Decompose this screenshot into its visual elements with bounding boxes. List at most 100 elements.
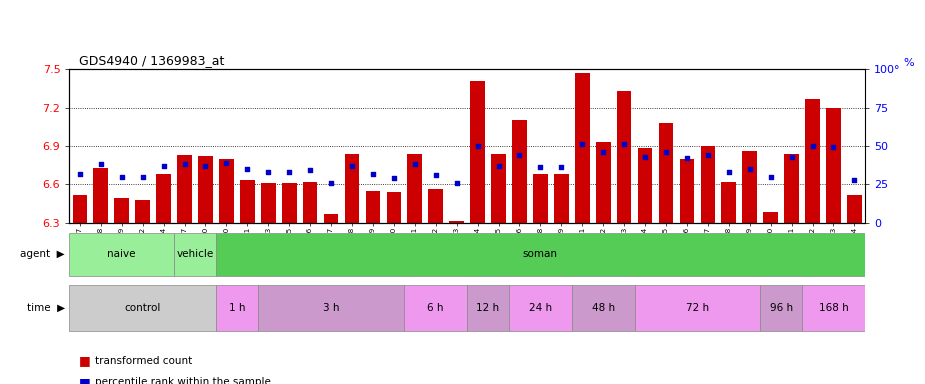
- Bar: [216, 285, 258, 331]
- Bar: [216, 233, 865, 276]
- Bar: [198, 156, 213, 223]
- Point: [805, 143, 820, 149]
- Point: [387, 175, 401, 181]
- Point: [219, 160, 234, 166]
- Bar: [847, 195, 862, 223]
- Bar: [509, 285, 572, 331]
- Bar: [240, 180, 254, 223]
- Point: [847, 177, 862, 183]
- Point: [826, 144, 841, 151]
- Point: [345, 163, 360, 169]
- Point: [240, 166, 254, 172]
- Bar: [282, 183, 297, 223]
- Text: transformed count: transformed count: [95, 356, 192, 366]
- Point: [743, 166, 758, 172]
- Bar: [407, 154, 422, 223]
- Bar: [805, 99, 820, 223]
- Point: [198, 163, 213, 169]
- Point: [722, 169, 736, 175]
- Bar: [802, 285, 865, 331]
- Bar: [554, 174, 569, 223]
- Text: %: %: [904, 58, 915, 68]
- Bar: [72, 195, 87, 223]
- Point: [302, 167, 317, 174]
- Point: [784, 154, 799, 160]
- Bar: [572, 285, 635, 331]
- Bar: [261, 183, 276, 223]
- Text: percentile rank within the sample: percentile rank within the sample: [95, 377, 271, 384]
- Bar: [826, 108, 841, 223]
- Point: [156, 163, 171, 169]
- Bar: [345, 154, 359, 223]
- Text: ■: ■: [79, 354, 91, 367]
- Bar: [115, 199, 129, 223]
- Bar: [135, 200, 150, 223]
- Point: [93, 161, 108, 167]
- Text: 168 h: 168 h: [819, 303, 848, 313]
- Bar: [450, 222, 464, 223]
- Bar: [69, 285, 216, 331]
- Point: [574, 141, 589, 147]
- Bar: [763, 212, 778, 223]
- Point: [282, 169, 297, 175]
- Bar: [512, 120, 526, 223]
- Point: [261, 169, 276, 175]
- Text: 6 h: 6 h: [427, 303, 444, 313]
- Bar: [635, 285, 760, 331]
- Text: vehicle: vehicle: [177, 249, 214, 260]
- Bar: [722, 182, 736, 223]
- Bar: [760, 285, 802, 331]
- Text: GDS4940 / 1369983_at: GDS4940 / 1369983_at: [79, 54, 224, 67]
- Point: [177, 161, 191, 167]
- Bar: [174, 233, 216, 276]
- Point: [72, 170, 87, 177]
- Point: [115, 174, 130, 180]
- Point: [637, 154, 652, 160]
- Bar: [596, 142, 611, 223]
- Bar: [156, 174, 171, 223]
- Point: [512, 152, 527, 158]
- Point: [596, 149, 611, 155]
- Bar: [428, 189, 443, 223]
- Point: [554, 164, 569, 170]
- Bar: [258, 285, 404, 331]
- Text: 96 h: 96 h: [770, 303, 793, 313]
- Bar: [784, 154, 799, 223]
- Text: 24 h: 24 h: [529, 303, 552, 313]
- Point: [135, 174, 150, 180]
- Point: [428, 172, 443, 178]
- Bar: [659, 123, 673, 223]
- Bar: [404, 285, 467, 331]
- Text: control: control: [125, 303, 161, 313]
- Bar: [365, 191, 380, 223]
- Point: [324, 180, 339, 186]
- Bar: [491, 154, 506, 223]
- Point: [617, 141, 632, 147]
- Text: soman: soman: [523, 249, 558, 260]
- Bar: [700, 146, 715, 223]
- Text: 1 h: 1 h: [228, 303, 245, 313]
- Bar: [680, 159, 695, 223]
- Point: [407, 161, 422, 167]
- Bar: [575, 73, 589, 223]
- Bar: [743, 151, 757, 223]
- Point: [365, 170, 380, 177]
- Bar: [219, 159, 234, 223]
- Bar: [302, 182, 317, 223]
- Text: naive: naive: [107, 249, 136, 260]
- Bar: [93, 168, 108, 223]
- Bar: [467, 285, 509, 331]
- Bar: [617, 91, 632, 223]
- Point: [450, 180, 464, 186]
- Text: agent  ▶: agent ▶: [20, 249, 65, 260]
- Point: [680, 155, 695, 161]
- Point: [470, 143, 485, 149]
- Text: 48 h: 48 h: [592, 303, 615, 313]
- Bar: [637, 149, 652, 223]
- Text: 12 h: 12 h: [476, 303, 500, 313]
- Bar: [178, 155, 191, 223]
- Text: 72 h: 72 h: [685, 303, 709, 313]
- Point: [659, 149, 673, 155]
- Bar: [533, 174, 548, 223]
- Bar: [324, 214, 339, 223]
